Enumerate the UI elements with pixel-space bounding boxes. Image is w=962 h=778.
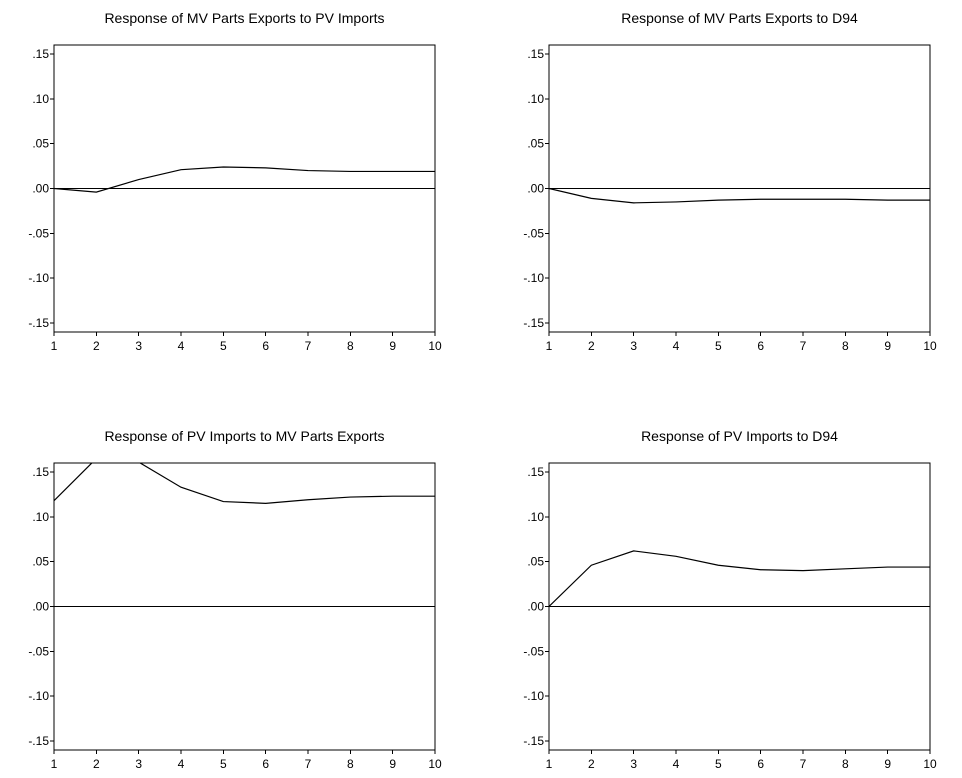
y-tick-label: .10 — [527, 510, 544, 524]
x-tick-label: 4 — [673, 339, 680, 353]
x-tick-label: 5 — [715, 339, 722, 353]
y-tick-label: .15 — [527, 465, 544, 479]
chart-panel-pv-to-mv: Response of PV Imports to MV Parts Expor… — [0, 389, 481, 778]
x-tick-label: 8 — [347, 339, 354, 353]
x-tick-label: 8 — [347, 757, 354, 771]
x-tick-label: 6 — [757, 339, 764, 353]
y-tick-label: .05 — [527, 555, 544, 569]
y-tick-label: .15 — [527, 47, 544, 61]
y-tick-label: -.05 — [523, 644, 544, 658]
x-tick-label: 7 — [800, 339, 807, 353]
y-tick-label: .00 — [32, 182, 49, 196]
chart-plot: .15 .10 .05 .00 -.05 -.10 -.151 2 3 4 5 6 7 8 9 10 — [28, 44, 442, 353]
y-tick-label: .15 — [32, 465, 49, 479]
x-tick-label: 3 — [630, 339, 637, 353]
y-tick-label: .15 — [32, 47, 49, 61]
x-tick-label: 8 — [842, 757, 849, 771]
x-tick-label: 2 — [588, 339, 595, 353]
x-tick-label: 10 — [923, 757, 937, 771]
y-tick-label: -.10 — [28, 271, 49, 285]
x-tick-label: 4 — [178, 757, 185, 771]
y-tick-label: -.10 — [523, 271, 544, 285]
series-line — [549, 187, 930, 204]
y-tick-label: .00 — [527, 182, 544, 196]
x-tick-label: 2 — [93, 757, 100, 771]
x-tick-label: 3 — [135, 757, 142, 771]
chart-plot: .15 .10 .05 .00 -.05 -.10 -.151 2 3 4 5 6 7 8 9 10 — [523, 462, 937, 771]
x-tick-label: 1 — [546, 339, 553, 353]
x-tick-label: 4 — [673, 757, 680, 771]
y-tick-label: -.15 — [28, 316, 49, 330]
x-tick-label: 9 — [884, 757, 891, 771]
x-tick-label: 6 — [757, 757, 764, 771]
x-tick-label: 8 — [842, 339, 849, 353]
x-tick-label: 10 — [428, 757, 442, 771]
x-tick-label: 3 — [135, 339, 142, 353]
y-tick-label: -.05 — [28, 644, 49, 658]
x-tick-label: 5 — [220, 339, 227, 353]
y-tick-label: -.10 — [523, 689, 544, 703]
series-line — [54, 166, 435, 193]
x-tick-label: 5 — [220, 757, 227, 771]
chart-panel-pv-to-d94: Response of PV Imports to D94 .15 .10 .05.… — [481, 389, 962, 778]
x-tick-label: 1 — [51, 339, 58, 353]
x-tick-label: 9 — [389, 757, 396, 771]
x-tick-label: 6 — [262, 339, 269, 353]
chart-title: Response of MV Parts Exports to PV Impor… — [104, 10, 385, 26]
y-tick-label: -.05 — [523, 226, 544, 240]
chart-title: Response of PV Imports to MV Parts Expor… — [104, 428, 385, 444]
x-tick-label: 1 — [51, 757, 58, 771]
x-tick-label: 7 — [800, 757, 807, 771]
series-line — [549, 550, 930, 607]
x-tick-label: 10 — [428, 339, 442, 353]
y-tick-label: .00 — [527, 600, 544, 614]
x-tick-label: 9 — [389, 339, 396, 353]
x-tick-label: 6 — [262, 757, 269, 771]
chart-plot: .15 .10 .05 .00 -.05 -.10 -.151 2 3 4 5 6 7 8 9 10 — [28, 462, 442, 771]
chart-panel-mv-to-d94: Response of MV Parts Exports to D94 .15.… — [481, 0, 962, 389]
y-tick-label: .10 — [527, 92, 544, 106]
x-tick-label: 10 — [923, 339, 937, 353]
y-tick-label: .10 — [32, 510, 49, 524]
chart-plot: .15 .10 .05 .00 -.05 -.10 -.151 2 3 4 5 6 7 8 9 10 — [523, 44, 937, 353]
chart-title: Response of PV Imports to D94 — [641, 428, 838, 444]
y-tick-label: -.15 — [523, 734, 544, 748]
x-tick-label: 3 — [630, 757, 637, 771]
x-tick-label: 5 — [715, 757, 722, 771]
x-tick-label: 7 — [305, 757, 312, 771]
x-tick-label: 2 — [588, 757, 595, 771]
y-tick-label: .10 — [32, 92, 49, 106]
y-tick-label: .05 — [32, 555, 49, 569]
x-tick-label: 2 — [93, 339, 100, 353]
y-tick-label: -.15 — [523, 316, 544, 330]
x-tick-label: 1 — [546, 757, 553, 771]
y-tick-label: .05 — [527, 137, 544, 151]
chart-title: Response of MV Parts Exports to D94 — [621, 10, 858, 26]
y-tick-label: -.10 — [28, 689, 49, 703]
y-tick-label: .05 — [32, 137, 49, 151]
y-tick-label: -.15 — [28, 734, 49, 748]
series-line — [54, 463, 435, 504]
x-tick-label: 4 — [178, 339, 185, 353]
chart-panel-mv-to-pv: Response of MV Parts Exports to PV Impor… — [0, 0, 481, 389]
y-tick-label: -.05 — [28, 226, 49, 240]
x-tick-label: 9 — [884, 339, 891, 353]
y-tick-label: .00 — [32, 600, 49, 614]
x-tick-label: 7 — [305, 339, 312, 353]
